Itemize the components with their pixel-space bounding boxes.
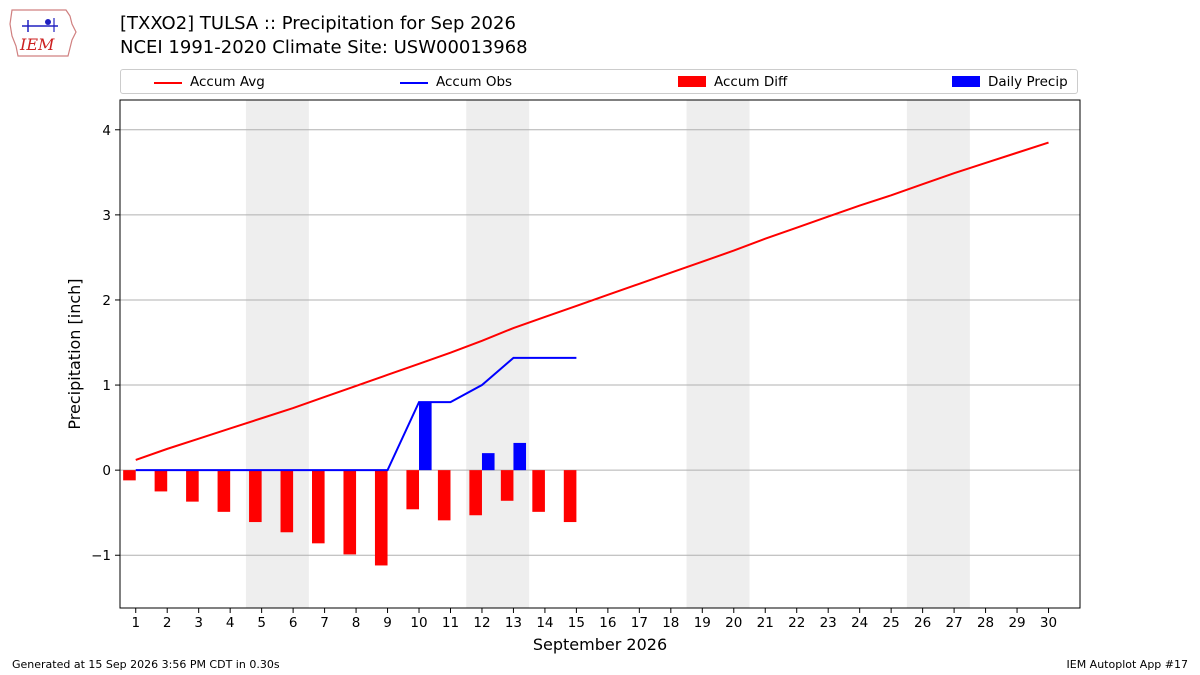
x-tick-label-11: 11	[442, 615, 459, 631]
iowa-map-logo-icon: IEM	[9, 9, 77, 57]
x-tick-label-1: 1	[131, 615, 140, 631]
plot-frame	[119, 99, 1081, 609]
y-tick-label-2: 2	[102, 293, 111, 309]
x-tick-label-13: 13	[505, 615, 522, 631]
accum-diff-bar-12	[469, 470, 482, 516]
x-tick-label-9: 9	[383, 615, 392, 631]
x-tick-label-3: 3	[194, 615, 203, 631]
x-tick-label-6: 6	[289, 615, 298, 631]
weekend-shade-4	[906, 100, 970, 608]
accum-diff-bar-7	[312, 470, 325, 544]
title-line-1: [TXXO2] TULSA :: Precipitation for Sep 2…	[120, 13, 516, 34]
x-tick-label-18: 18	[662, 615, 679, 631]
accum-diff-bar-15	[563, 470, 577, 523]
accum-diff-bar-13	[500, 470, 514, 501]
accum-diff-bar-3	[186, 470, 199, 502]
accum-diff-bar-4	[217, 470, 231, 512]
logo-text: IEM	[19, 35, 55, 54]
x-tick-label-26: 26	[914, 615, 931, 631]
legend-accum-diff-label: Accum Diff	[714, 74, 788, 90]
y-tick-label-0: 0	[102, 463, 111, 479]
x-tick-label-29: 29	[1008, 615, 1025, 631]
x-tick-label-4: 4	[226, 615, 235, 631]
accum-diff-bar-8	[343, 470, 357, 555]
x-tick-label-24: 24	[851, 615, 868, 631]
daily-precip-bar-10	[419, 402, 432, 471]
daily-precip-bar-13	[513, 442, 527, 471]
accum-diff-bar-6	[280, 470, 294, 533]
y-tick-label-4: 4	[102, 123, 111, 139]
x-tick-label-23: 23	[820, 615, 837, 631]
x-tick-label-7: 7	[320, 615, 329, 631]
x-tick-label-5: 5	[257, 615, 266, 631]
legend-accum-diff-swatch	[678, 76, 706, 87]
legend-accum-obs-label: Accum Obs	[436, 74, 513, 90]
legend-daily-precip-label: Daily Precip	[988, 74, 1068, 90]
x-tick-label-19: 19	[694, 615, 711, 631]
accum-diff-bar-14	[532, 470, 545, 512]
y-axis-label: Precipitation [inch]	[65, 278, 84, 429]
accum-diff-bar-2	[154, 470, 168, 492]
app-credit: IEM Autoplot App #17	[1066, 658, 1189, 671]
weekend-shade-2	[466, 100, 530, 608]
accum-obs-line	[135, 356, 577, 472]
legend-accum-avg-label: Accum Avg	[190, 74, 265, 90]
x-tick-label-20: 20	[725, 615, 742, 631]
title-line-2: NCEI 1991-2020 Climate Site: USW00013968	[120, 37, 528, 58]
x-tick-label-21: 21	[757, 615, 774, 631]
y-tick-label-3: 3	[102, 208, 111, 224]
x-tick-label-30: 30	[1040, 615, 1057, 631]
weekend-shade-1	[245, 100, 309, 608]
daily-precip-bar-12	[481, 453, 495, 471]
legend-accum-obs-swatch	[400, 82, 428, 84]
accum-diff-bar-5	[249, 470, 262, 523]
x-tick-label-15: 15	[568, 615, 585, 631]
weekend-shade-3	[686, 100, 750, 608]
generated-timestamp: Generated at 15 Sep 2026 3:56 PM CDT in …	[12, 658, 280, 671]
x-tick-label-22: 22	[788, 615, 805, 631]
x-tick-label-25: 25	[883, 615, 900, 631]
legend-daily-precip-swatch	[952, 76, 980, 87]
accum-diff-bar-9	[374, 470, 388, 566]
chart-title: [TXXO2] TULSA :: Precipitation for Sep 2…	[120, 12, 528, 60]
x-tick-label-17: 17	[631, 615, 648, 631]
iem-logo: IEM	[8, 6, 80, 58]
legend-accum-avg-swatch	[154, 82, 182, 84]
x-tick-label-8: 8	[352, 615, 361, 631]
accum-diff-bar-11	[437, 470, 451, 521]
chart-legend: Accum Avg Accum Obs Accum Diff Daily Pre…	[120, 69, 1078, 94]
x-tick-label-27: 27	[946, 615, 963, 631]
accum-diff-bar-10	[406, 470, 420, 510]
x-tick-label-16: 16	[599, 615, 616, 631]
accum-avg-line	[135, 141, 1049, 461]
accum-diff-bar-1	[123, 470, 136, 481]
x-tick-label-10: 10	[410, 615, 427, 631]
x-tick-label-2: 2	[163, 615, 172, 631]
x-tick-label-12: 12	[473, 615, 490, 631]
y-tick-label-1: 1	[102, 378, 111, 394]
x-tick-label-14: 14	[536, 615, 553, 631]
x-axis-label: September 2026	[533, 635, 667, 654]
y-tick-label--1: −1	[91, 548, 111, 564]
x-tick-label-28: 28	[977, 615, 994, 631]
